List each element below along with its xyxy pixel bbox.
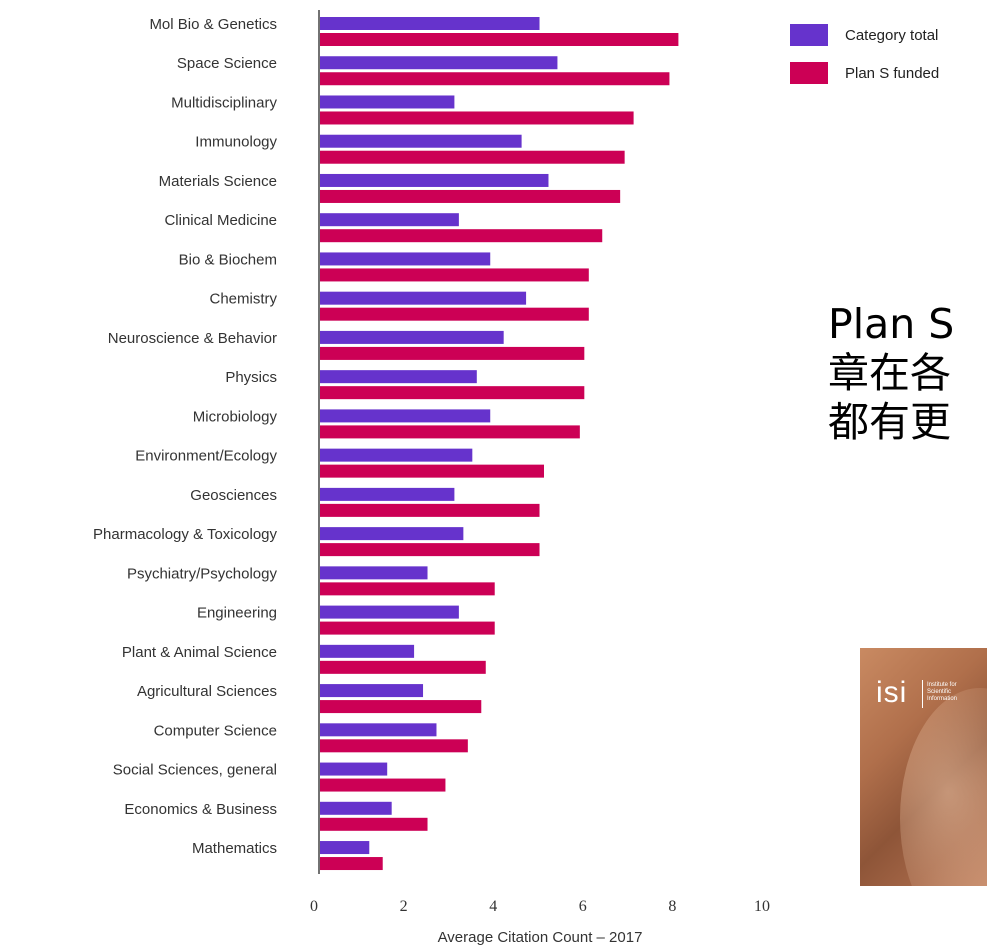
category-label: Computer Science: [154, 722, 277, 739]
cover-logo-divider: [922, 680, 923, 708]
category-label: Social Sciences, general: [113, 762, 277, 779]
isi-logo: isi: [876, 676, 908, 709]
bar-category-total: [320, 605, 459, 619]
bar-plan-s-funded: [320, 189, 621, 203]
bar-category-total: [320, 330, 504, 344]
bar-category-total: [320, 173, 549, 187]
bar-category-total: [320, 213, 459, 227]
legend-label: Category total: [845, 27, 938, 44]
x-tick-label: 2: [400, 898, 408, 915]
bar-plan-s-funded: [320, 778, 446, 792]
bar-category-total: [320, 448, 473, 462]
headline-line: 都有更: [828, 398, 951, 446]
category-label: Bio & Biochem: [179, 251, 277, 268]
bar-plan-s-funded: [320, 582, 495, 596]
bar-category-total: [320, 291, 527, 305]
bar-plan-s-funded: [320, 307, 589, 321]
bar-plan-s-funded: [320, 268, 589, 282]
category-label: Mol Bio & Genetics: [149, 16, 277, 33]
bar-plan-s-funded: [320, 386, 585, 400]
x-axis-ticks: 0 2 4 6 8 10: [310, 898, 770, 915]
bar-plan-s-funded: [320, 503, 540, 517]
bar-plan-s-funded: [320, 621, 495, 635]
category-label: Immunology: [195, 134, 277, 151]
bar-plan-s-funded: [320, 111, 634, 125]
bar-plan-s-funded: [320, 660, 486, 674]
bar-plan-s-funded: [320, 425, 580, 439]
category-label: Physics: [225, 369, 277, 386]
category-label: Pharmacology & Toxicology: [93, 526, 277, 543]
bar-plan-s-funded: [320, 464, 544, 478]
category-label: Psychiatry/Psychology: [127, 565, 278, 582]
bar-category-total: [320, 409, 491, 423]
category-label: Chemistry: [209, 291, 277, 308]
headline-line: 章在各: [828, 349, 951, 397]
cover-swoosh-art: [900, 688, 987, 886]
bar-plan-s-funded: [320, 33, 679, 46]
category-label: Clinical Medicine: [164, 212, 277, 229]
bar-category-total: [320, 370, 477, 384]
bar-plan-s-funded: [320, 739, 468, 753]
category-label: Engineering: [197, 605, 277, 622]
bar-category-total: [320, 762, 388, 776]
bar-plan-s-funded: [320, 346, 585, 360]
category-label: Environment/Ecology: [135, 448, 277, 465]
x-tick-label: 0: [310, 898, 318, 915]
bar-category-total: [320, 527, 464, 541]
x-tick-label: 6: [579, 898, 587, 915]
bar-plan-s-funded: [320, 543, 540, 557]
headline-line: Plan S: [828, 300, 955, 348]
x-axis-title: Average Citation Count – 2017: [438, 929, 643, 946]
bar-category-total: [320, 252, 491, 266]
bar-category-total: [320, 723, 437, 737]
legend: Category total Plan S funded: [790, 24, 939, 84]
category-label: Space Science: [177, 55, 277, 72]
legend-swatch: [790, 24, 828, 46]
bar-category-total: [320, 95, 455, 109]
legend-swatch: [790, 62, 828, 84]
category-label: Agricultural Sciences: [137, 683, 277, 700]
cover-tagline: Institute for Scientific Information: [927, 682, 958, 702]
category-label: Microbiology: [193, 408, 278, 425]
category-label: Neuroscience & Behavior: [108, 330, 277, 347]
bar-category-total: [320, 17, 540, 30]
bar-plan-s-funded: [320, 150, 625, 164]
bar-category-total: [320, 841, 370, 855]
legend-label: Plan S funded: [845, 65, 939, 82]
bar-plan-s-funded: [320, 857, 383, 871]
category-label: Geosciences: [190, 487, 277, 504]
bars-layer: [320, 17, 679, 871]
category-label: Mathematics: [192, 840, 277, 857]
bar-plan-s-funded: [320, 229, 603, 243]
bar-plan-s-funded: [320, 700, 482, 714]
bar-category-total: [320, 56, 558, 70]
bar-category-total: [320, 684, 424, 698]
category-labels: Mol Bio & Genetics Space Science Multidisc…: [93, 16, 277, 857]
bar-category-total: [320, 801, 392, 815]
report-cover-image: isi Institute for Scientific Information: [860, 648, 987, 886]
x-tick-label: 8: [668, 898, 676, 915]
bar-plan-s-funded: [320, 72, 670, 86]
category-label: Plant & Animal Science: [122, 644, 277, 661]
x-tick-label: 10: [754, 898, 770, 915]
category-label: Economics & Business: [124, 801, 277, 818]
bar-category-total: [320, 134, 522, 148]
x-tick-label: 4: [489, 898, 497, 915]
bar-category-total: [320, 487, 455, 501]
bar-category-total: [320, 644, 415, 658]
bar-category-total: [320, 566, 428, 580]
category-label: Materials Science: [159, 173, 277, 190]
bar-plan-s-funded: [320, 817, 428, 831]
headline-text: Plan S 章在各 都有更: [828, 300, 987, 447]
category-label: Multidisciplinary: [171, 94, 277, 111]
